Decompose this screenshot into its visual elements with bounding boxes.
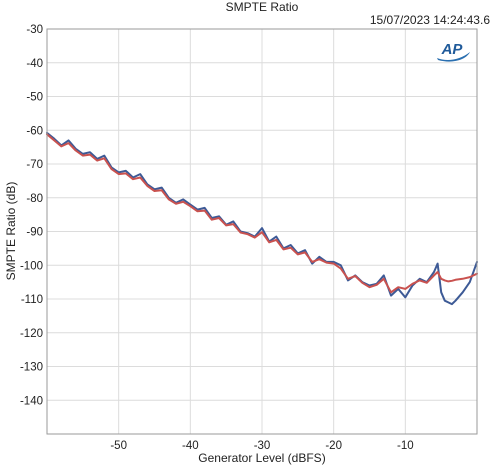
chart-title: SMPTE Ratio — [226, 0, 299, 14]
y-tick-label: -70 — [26, 159, 43, 171]
y-tick-label: -40 — [26, 58, 43, 70]
ap-logo: AP — [437, 41, 470, 62]
plot-border — [46, 28, 478, 435]
series-line-1 — [46, 131, 478, 306]
y-tick-label: -130 — [20, 362, 43, 374]
y-tick-label: -60 — [26, 125, 43, 137]
timestamp: 15/07/2023 14:24:43.6 — [370, 13, 490, 27]
y-tick-label: -100 — [20, 260, 43, 272]
y-axis-label: SMPTE Ratio (dB) — [4, 182, 18, 281]
x-tick-label: -50 — [110, 440, 127, 452]
ap-logo-swoosh — [437, 52, 470, 62]
ap-logo-text: AP — [441, 41, 464, 58]
x-tick-label: -20 — [325, 440, 342, 452]
x-tick-label: -10 — [397, 440, 414, 452]
series-lines — [46, 131, 478, 306]
series-line-2 — [46, 133, 478, 294]
y-tick-label: -30 — [26, 24, 43, 36]
y-tick-label: -140 — [20, 395, 43, 407]
y-tick-label: -90 — [26, 227, 43, 239]
y-tick-label: -80 — [26, 193, 43, 205]
y-tick-labels: -30 -40 -50 -60 -70 -80 -90 -100 -110 -120 -130 -14… — [20, 24, 43, 407]
gridlines — [47, 29, 477, 434]
x-tick-labels: -50 -40 -30 -20 -10 — [110, 440, 413, 452]
x-axis-label: Generator Level (dBFS) — [198, 451, 325, 465]
x-tick-label: -40 — [182, 440, 199, 452]
y-tick-label: -50 — [26, 92, 43, 104]
x-tick-label: -30 — [254, 440, 271, 452]
y-tick-label: -120 — [20, 328, 43, 340]
y-tick-label: -110 — [21, 294, 43, 306]
